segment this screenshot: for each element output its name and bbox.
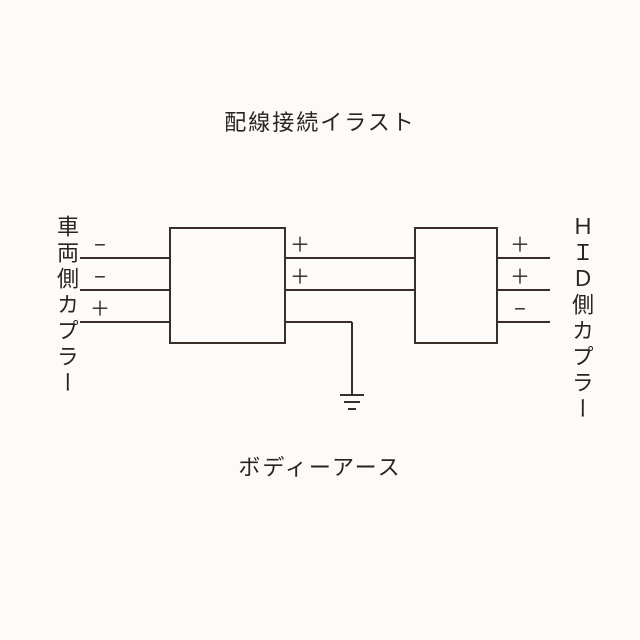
- svg-text:−: −: [94, 266, 106, 288]
- svg-text:＋: ＋: [510, 234, 530, 256]
- svg-text:＋: ＋: [510, 266, 530, 288]
- svg-text:−: −: [514, 298, 526, 320]
- svg-text:＋: ＋: [290, 234, 310, 256]
- svg-text:＋: ＋: [290, 266, 310, 288]
- wiring-svg: − − ＋ ＋ ＋ ＋ ＋ −: [0, 0, 640, 640]
- svg-text:−: −: [94, 234, 106, 256]
- svg-text:＋: ＋: [90, 298, 110, 320]
